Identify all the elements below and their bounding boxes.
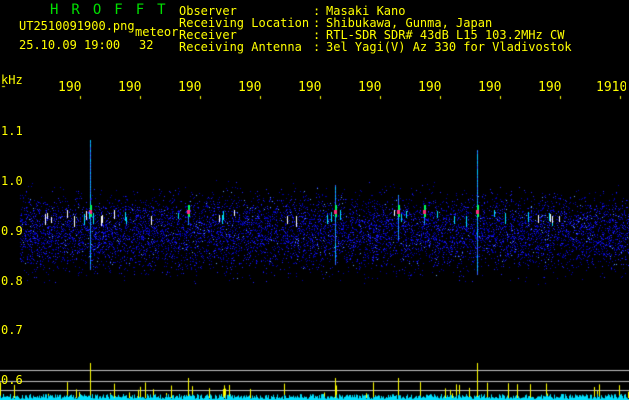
time-label: 1904 (238, 80, 262, 95)
datetime: 25.10.09 19:00 (19, 38, 121, 52)
y-label: 1.0 (1, 174, 23, 188)
info-label: Receiving Location (179, 16, 310, 30)
y-label: 0.8 (1, 274, 23, 288)
info-label: Receiving Antenna (179, 40, 302, 54)
filename: UT2510091900.png (19, 19, 135, 33)
info-colon: : (313, 28, 321, 42)
time-label: 1902 (118, 80, 142, 95)
count: 32 (139, 38, 154, 52)
y-label: 1.1 (1, 124, 23, 138)
y-unit: kHz (1, 73, 23, 87)
info-label: Receiver (179, 28, 237, 42)
time-label: 1905 (298, 80, 322, 95)
info-colon: : (313, 40, 321, 54)
time-label: 1910 (596, 80, 626, 95)
mode-label: meteor (135, 25, 179, 39)
time-label: 1907 (418, 80, 442, 95)
y-label: 0.7 (1, 323, 23, 337)
time-label: 1908 (478, 80, 502, 95)
info-value: Masaki Kano (326, 4, 406, 18)
y-label: 0.9 (1, 224, 23, 238)
app-title: HROFFT (50, 2, 179, 18)
info-value: RTL-SDR SDR# 43dB L15 103.2MHz CW (326, 28, 565, 42)
info-value: 3el Yagi(V) Az 330 for Vladivostok (326, 40, 572, 54)
time-label: 1906 (358, 80, 382, 95)
info-label: Observer (179, 4, 237, 18)
time-label: 1909 (538, 80, 562, 95)
time-label: 1903 (178, 80, 202, 95)
info-value: Shibukawa, Gunma, Japan (326, 16, 493, 30)
y-label: 0.6 (1, 373, 23, 387)
info-colon: : (313, 16, 321, 30)
info-colon: : (313, 4, 321, 18)
